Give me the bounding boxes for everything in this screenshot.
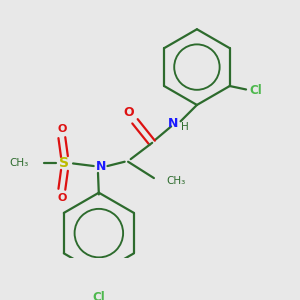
Text: O: O xyxy=(124,106,134,119)
Text: O: O xyxy=(57,124,67,134)
Text: N: N xyxy=(168,116,178,130)
Text: Cl: Cl xyxy=(249,84,262,97)
Text: O: O xyxy=(57,193,67,203)
Text: S: S xyxy=(59,157,69,170)
Text: CH₃: CH₃ xyxy=(167,176,186,186)
Text: Cl: Cl xyxy=(92,291,105,300)
Text: H: H xyxy=(181,122,189,132)
Text: N: N xyxy=(95,160,106,172)
Text: CH₃: CH₃ xyxy=(9,158,28,169)
